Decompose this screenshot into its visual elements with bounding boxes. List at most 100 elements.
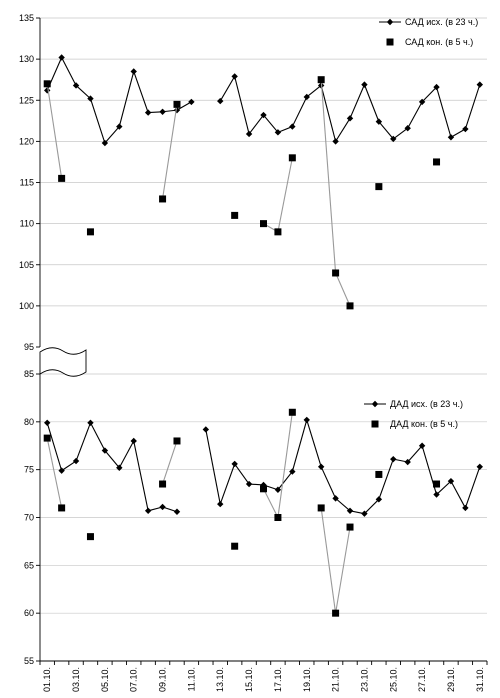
baseline-series-segment	[291, 96, 308, 127]
square-point	[332, 269, 340, 277]
control-series-segment	[277, 157, 293, 232]
diamond-point	[58, 467, 65, 474]
baseline-series-segment	[219, 463, 236, 505]
diamond-point	[462, 504, 469, 512]
baseline-series-segment	[335, 497, 351, 512]
baseline-series-segment	[407, 101, 423, 129]
y-tick-label: 65	[24, 560, 34, 570]
x-tick-label: 07.10.	[129, 667, 139, 692]
baseline-series-segment	[248, 114, 264, 135]
y-tick-label: 130	[19, 54, 34, 64]
x-tick-label: 11.10.	[186, 667, 196, 691]
baseline-series-segment	[450, 480, 466, 509]
square-point	[346, 523, 354, 531]
legend-diamond-marker	[371, 400, 379, 408]
diamond-point	[173, 508, 181, 515]
diamond-point	[245, 480, 253, 488]
control-series-segment	[335, 272, 351, 307]
diamond-point	[116, 123, 123, 130]
baseline-series-segment	[450, 128, 466, 138]
diamond-point	[116, 464, 123, 471]
diamond-point	[332, 138, 339, 145]
control-series-segment	[335, 526, 351, 614]
control-series-segment	[263, 488, 279, 518]
baseline-series-segment	[133, 440, 149, 511]
legend-label: ДАД кон. (в 5 ч.)	[390, 419, 458, 429]
diamond-point	[447, 134, 455, 141]
grid-layer	[40, 17, 487, 614]
diamond-point	[130, 437, 137, 445]
diamond-point	[159, 503, 166, 511]
baseline-series-segment	[89, 422, 106, 451]
x-tick-label: 31.10.	[475, 667, 485, 692]
x-tick-label: 03.10.	[71, 667, 81, 692]
square-point	[288, 154, 296, 162]
square-point	[375, 470, 383, 478]
x-tick-label: 01.10.	[42, 667, 52, 692]
diamond-point	[58, 54, 65, 61]
diamond-point	[462, 125, 469, 133]
diamond-point	[361, 510, 368, 517]
diamond-point	[159, 108, 166, 115]
diamond-point	[144, 507, 152, 515]
diamond-point	[101, 447, 109, 454]
diamond-point	[332, 495, 339, 502]
legend-label: ДАД исх. (в 23 ч.)	[390, 399, 463, 409]
diamond-point	[476, 81, 483, 88]
x-tick-label: 23.10.	[359, 667, 369, 692]
square-point	[288, 408, 296, 416]
square-point	[231, 542, 239, 550]
diamond-point	[260, 111, 267, 119]
x-tick-label: 25.10.	[388, 667, 398, 692]
baseline-series-segment	[205, 429, 221, 505]
square-point	[317, 76, 325, 84]
diamond-point	[390, 135, 397, 143]
diamond-point	[476, 463, 483, 470]
baseline-series-segment	[104, 126, 120, 144]
baseline-series-segment	[464, 84, 481, 130]
baseline-series-segment	[320, 85, 337, 142]
square-point	[173, 100, 181, 108]
diamond-point	[231, 73, 238, 80]
y-tick-label: 125	[19, 95, 34, 105]
diamond-point	[217, 97, 224, 105]
baseline-series-segment	[61, 460, 77, 472]
baseline-series-segment	[104, 450, 120, 469]
square-point	[86, 228, 94, 236]
y-tick-label: 75	[24, 465, 34, 475]
diamond-point	[72, 457, 80, 465]
baseline-series-segment	[378, 458, 394, 500]
diamond-point	[433, 83, 440, 91]
y-tick-label: 70	[24, 513, 34, 523]
baseline-series-segment	[118, 71, 135, 127]
x-tick-label: 19.10.	[302, 667, 312, 692]
y-tick-label: 110	[20, 219, 34, 229]
diamond-point	[375, 496, 383, 503]
diamond-point	[231, 460, 238, 468]
baseline-series-segment	[75, 422, 91, 462]
baseline-series-segment	[363, 84, 380, 122]
baseline-series-segment	[61, 57, 77, 86]
y-tick-label: 135	[19, 13, 34, 23]
diamond-point	[361, 81, 368, 88]
square-point	[58, 504, 66, 512]
square-point	[274, 514, 282, 521]
diamond-point	[144, 109, 152, 116]
diamond-point	[303, 93, 310, 101]
baseline-series-segment	[306, 419, 322, 467]
baseline-series-segment	[306, 85, 322, 98]
diamond-point	[274, 129, 282, 136]
square-point	[86, 533, 94, 541]
baseline-series-segment	[118, 440, 135, 469]
y-tick-label: 115	[20, 178, 34, 188]
square-point	[159, 195, 167, 203]
baseline-series-segment	[176, 101, 192, 111]
x-tick-label: 09.10.	[158, 667, 168, 692]
diamond-point	[404, 125, 411, 132]
legend-label: САД кон. (в 5 ч.)	[405, 37, 473, 47]
square-point	[58, 174, 66, 182]
x-tick-label: 17.10.	[273, 667, 283, 692]
baseline-series-segment	[46, 422, 63, 471]
diamond-point	[447, 477, 455, 485]
